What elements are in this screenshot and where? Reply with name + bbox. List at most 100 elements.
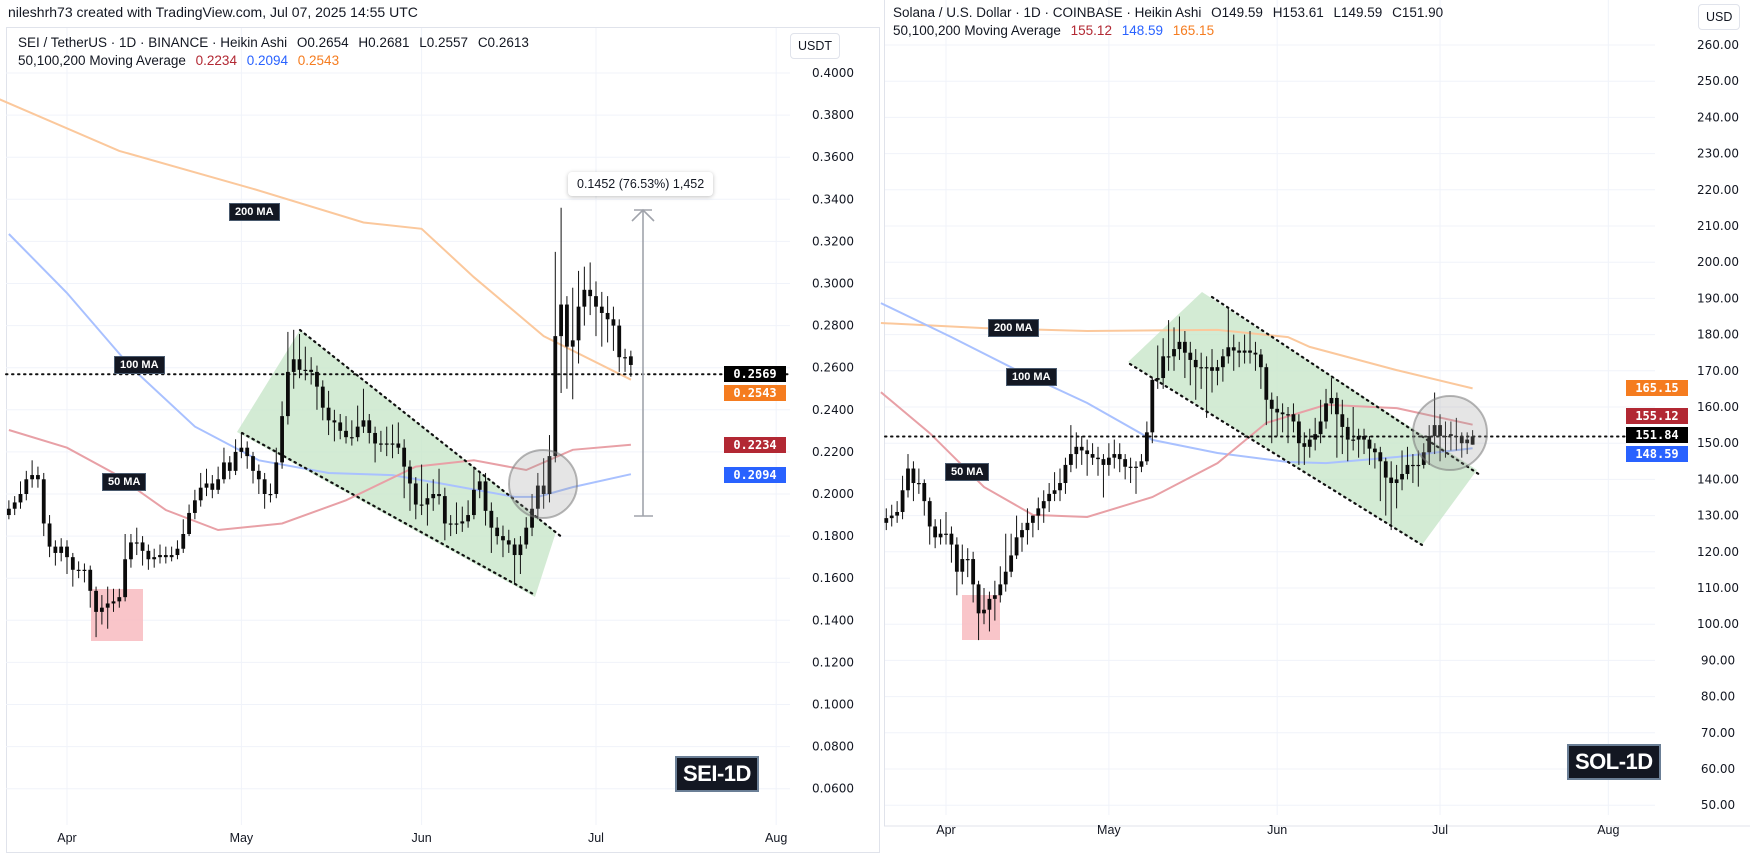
sei-ma200-line (0, 98, 632, 381)
sol-ma-title[interactable]: 50,100,200 Moving Average (893, 23, 1061, 38)
sei-candle-body (59, 546, 64, 553)
sol-candle-body (1324, 403, 1328, 422)
sol-candle (927, 497, 932, 545)
sei-candle-body (623, 357, 627, 359)
sei-candle (297, 334, 302, 379)
sol-candle-body (1090, 454, 1095, 458)
sol-ma200-value: 165.15 (1172, 23, 1215, 38)
sol-candle (1188, 341, 1193, 386)
sei-currency-button[interactable]: USDT (790, 33, 841, 59)
sei-y-tick-label: 0.2200 (812, 445, 854, 459)
sol-candle (1383, 457, 1388, 516)
sei-candle-body (309, 369, 314, 372)
sei-candle-body (344, 430, 348, 438)
sol-candle (1172, 327, 1176, 371)
sol-symbol-info[interactable]: Solana / U.S. Dollar · 1D · COINBASE · H… (893, 5, 1202, 20)
sol-candle (1356, 428, 1361, 458)
sei-candle-body (82, 569, 87, 571)
sei-candle-body (390, 443, 395, 445)
sol-candle-body (1351, 439, 1356, 441)
sol-candle-body (1280, 412, 1285, 415)
sei-breakout-circle (508, 449, 578, 519)
sol-ma100-line (880, 302, 1473, 465)
sei-candle (210, 475, 215, 499)
sol-symbol-label: SOL-1D (1567, 744, 1661, 780)
sol-candle-body (1172, 349, 1176, 357)
sol-y-tick-label: 190.00 (1697, 291, 1739, 305)
sei-candle-body (460, 521, 465, 524)
sei-candle-body (448, 523, 453, 525)
sol-candle (1242, 334, 1247, 364)
sol-y-tick-label: 130.00 (1697, 509, 1739, 523)
sei-candle (599, 291, 604, 347)
sol-y-tick-label: 140.00 (1697, 472, 1739, 486)
sol-currency-button[interactable]: USD (1698, 4, 1741, 30)
sol-candle (1329, 378, 1334, 415)
sei-candle-body (111, 601, 116, 604)
sei-candle-body (204, 483, 209, 488)
sei-x-tick-label: Aug (765, 831, 787, 845)
sei-candle (623, 348, 627, 372)
sei-ma50-label: 50 MA (102, 473, 147, 491)
sei-candle-body (140, 542, 145, 551)
sei-candle (437, 468, 441, 505)
sei-channel-upper-line (298, 328, 565, 540)
sei-measure-label[interactable]: 0.1452 (76.53%) 1,452 (568, 172, 714, 196)
sol-candle-body (1047, 493, 1052, 502)
sol-candle-body (1020, 530, 1024, 538)
sei-y-tick-label: 0.2800 (812, 319, 854, 333)
sei-candle (501, 525, 505, 558)
sei-candle (413, 477, 418, 520)
sol-candle-body (922, 483, 927, 502)
sei-candle (344, 416, 348, 444)
sei-y-tick-label: 0.3600 (812, 150, 854, 164)
sei-candle (617, 319, 622, 372)
sei-candle-body (506, 540, 511, 545)
sei-ma-title[interactable]: 50,100,200 Moving Average (18, 53, 186, 68)
sei-candle (524, 517, 529, 549)
sei-x-tick-label: Jul (588, 831, 604, 845)
sol-candle-body (1112, 454, 1117, 458)
sei-candle-body (117, 597, 122, 602)
sei-candle-body (169, 555, 174, 558)
sei-y-tick-label: 0.1600 (812, 571, 854, 585)
sol-y-tick-label: 260.00 (1697, 38, 1739, 52)
sei-candle-body (332, 420, 337, 423)
sei-y-tick-label: 0.0600 (812, 782, 854, 796)
sei-candle (518, 536, 523, 574)
sol-candle-body (889, 515, 894, 519)
sei-candle-body (535, 485, 540, 509)
sei-candle (483, 472, 488, 526)
sol-candle-body (1182, 341, 1187, 353)
sol-candle-body (1302, 443, 1307, 447)
sol-y-tick-label: 230.00 (1697, 147, 1739, 161)
sei-ma100-tag: 0.2094 (724, 467, 786, 483)
sei-candle-body (303, 369, 308, 372)
sei-ma100-label: 100 MA (114, 356, 165, 374)
sei-symbol-info[interactable]: SEI / TetherUS · 1D · BINANCE · Heikin A… (18, 35, 288, 50)
sei-candle (535, 472, 540, 520)
sol-candle-body (1106, 457, 1111, 465)
sei-candle-body (437, 494, 441, 497)
sol-y-tick-label: 120.00 (1697, 545, 1739, 559)
sei-candle (169, 546, 174, 562)
sei-ma50-value: 0.2234 (195, 53, 237, 68)
sei-candle (285, 331, 290, 425)
sei-candle-body (489, 510, 494, 528)
sol-y-tick-label: 90.00 (1701, 653, 1735, 667)
sol-candle-body (1030, 515, 1035, 523)
sei-x-tick-label: Jun (412, 831, 432, 845)
sei-candle-body (222, 462, 226, 480)
sol-close: C151.90 (1392, 5, 1444, 20)
sei-candle (367, 414, 372, 444)
sei-candle-body (565, 304, 569, 347)
sol-candle (1410, 454, 1415, 484)
sol-candle (982, 588, 986, 625)
sei-y-tick-label: 0.1200 (812, 655, 854, 669)
sol-candle-body (1362, 435, 1366, 440)
sol-candle (1324, 388, 1328, 429)
sei-candle (53, 540, 58, 566)
sei-candle (512, 538, 517, 585)
sei-candle-body (94, 590, 98, 612)
